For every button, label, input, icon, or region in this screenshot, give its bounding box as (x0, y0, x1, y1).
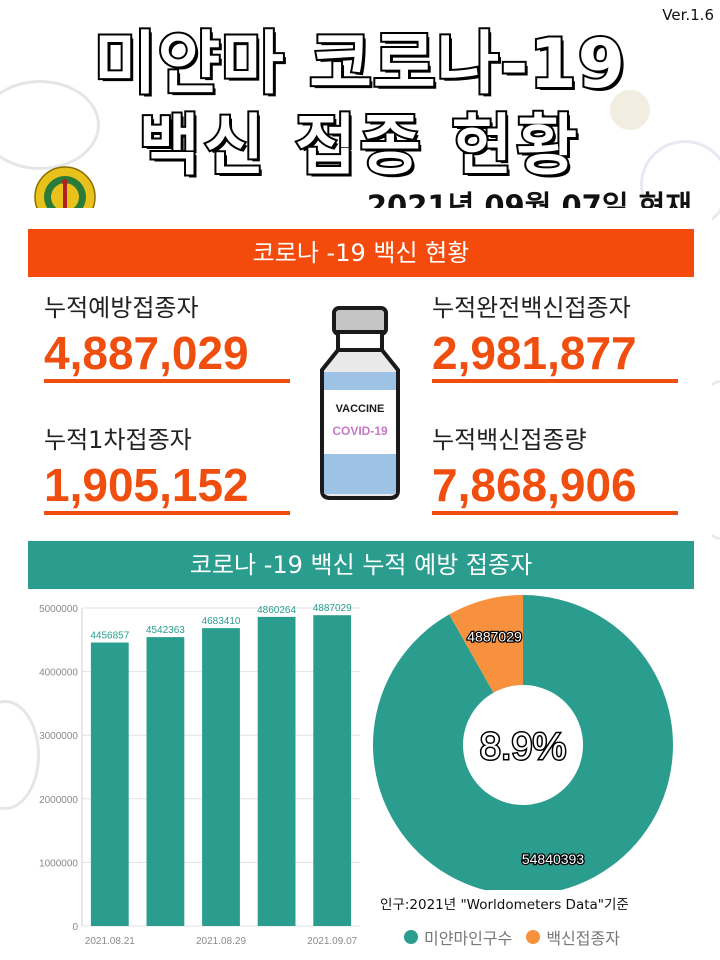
donut-legend: 미얀마인구수 백신접종자 (404, 925, 634, 949)
donut-slice (449, 595, 523, 693)
bar (146, 637, 185, 926)
y-tick-label: 5000000 (39, 604, 78, 615)
legend-label: 백신접종자 (546, 929, 620, 948)
vial-label-vaccine: VACCINE (336, 403, 385, 415)
version-label: Ver.1.6 (662, 6, 714, 24)
bar (313, 615, 352, 926)
donut-slice-label: 54840393 (522, 851, 585, 867)
page-title: 미얀마 코로나-19 (92, 23, 627, 106)
population-source-note: 인구:2021년 "Worldometers Data"기준 (380, 897, 629, 913)
x-tick-label: 2021.08.29 (196, 936, 246, 947)
bar (202, 628, 240, 926)
cumulative-bar-chart: 0 1000000 2000000 3000000 4000000 5000000 4456… (39, 603, 360, 947)
vial-label-covid: COVID-19 (332, 424, 388, 438)
x-tick-label: 2021.09.07 (307, 936, 357, 947)
y-tick-label: 2000000 (39, 795, 78, 806)
stat-label-cumulative-vaccinated: 누적예방접종자 (44, 294, 199, 322)
bar (90, 642, 129, 926)
population-donut-chart: 54840393 4887029 8.9% (373, 595, 673, 890)
stat-underline (44, 379, 290, 383)
donut-slice-label: 4887029 (467, 629, 522, 645)
legend-swatch (404, 930, 418, 944)
x-tick-label: 2021.08.21 (85, 936, 135, 947)
stat-value-cumulative-vaccinated: 4,887,029 (44, 327, 249, 379)
stat-underline (432, 511, 678, 515)
stat-label-first-dose: 누적1차접종자 (44, 426, 192, 454)
stat-label-total-doses: 누적백신접종량 (432, 426, 587, 454)
y-tick-label: 4000000 (39, 668, 78, 679)
vaccine-vial-icon: VACCINE COVID-19 (320, 306, 400, 500)
stat-underline (44, 511, 290, 515)
cumulative-vaccination-banner: 코로나 -19 백신 누적 예방 접종자 (28, 541, 694, 589)
stat-value-fully-vaccinated: 2,981,877 (432, 327, 637, 379)
y-tick-label: 0 (72, 922, 78, 933)
legend-item-population: 미얀마인구수 (404, 925, 512, 949)
legend-swatch (526, 930, 541, 944)
stat-label-fully-vaccinated: 누적완전백신접종자 (432, 294, 631, 322)
donut-center-percent: 8.9% (480, 726, 567, 768)
donut-slice (373, 595, 673, 890)
vaccine-status-banner: 코로나 -19 백신 현황 (28, 229, 694, 277)
y-tick-label: 3000000 (39, 731, 78, 742)
legend-label: 미얀마인구수 (424, 929, 513, 948)
bar-data-label: 4887029 (313, 603, 352, 614)
page-subtitle: 백신 접종 현황 (137, 105, 582, 186)
stat-underline (432, 379, 678, 383)
y-tick-label: 1000000 (39, 858, 78, 869)
bar (257, 616, 296, 926)
bar-data-label: 4456857 (90, 631, 129, 642)
bar-data-label: 4542363 (146, 625, 185, 636)
bar-data-label: 4860264 (257, 605, 296, 616)
stat-value-total-doses: 7,868,906 (432, 459, 637, 511)
legend-item-vaccinated: 백신접종자 (526, 925, 620, 949)
bar-data-label: 4683410 (202, 616, 241, 627)
stat-value-first-dose: 1,905,152 (44, 459, 249, 511)
